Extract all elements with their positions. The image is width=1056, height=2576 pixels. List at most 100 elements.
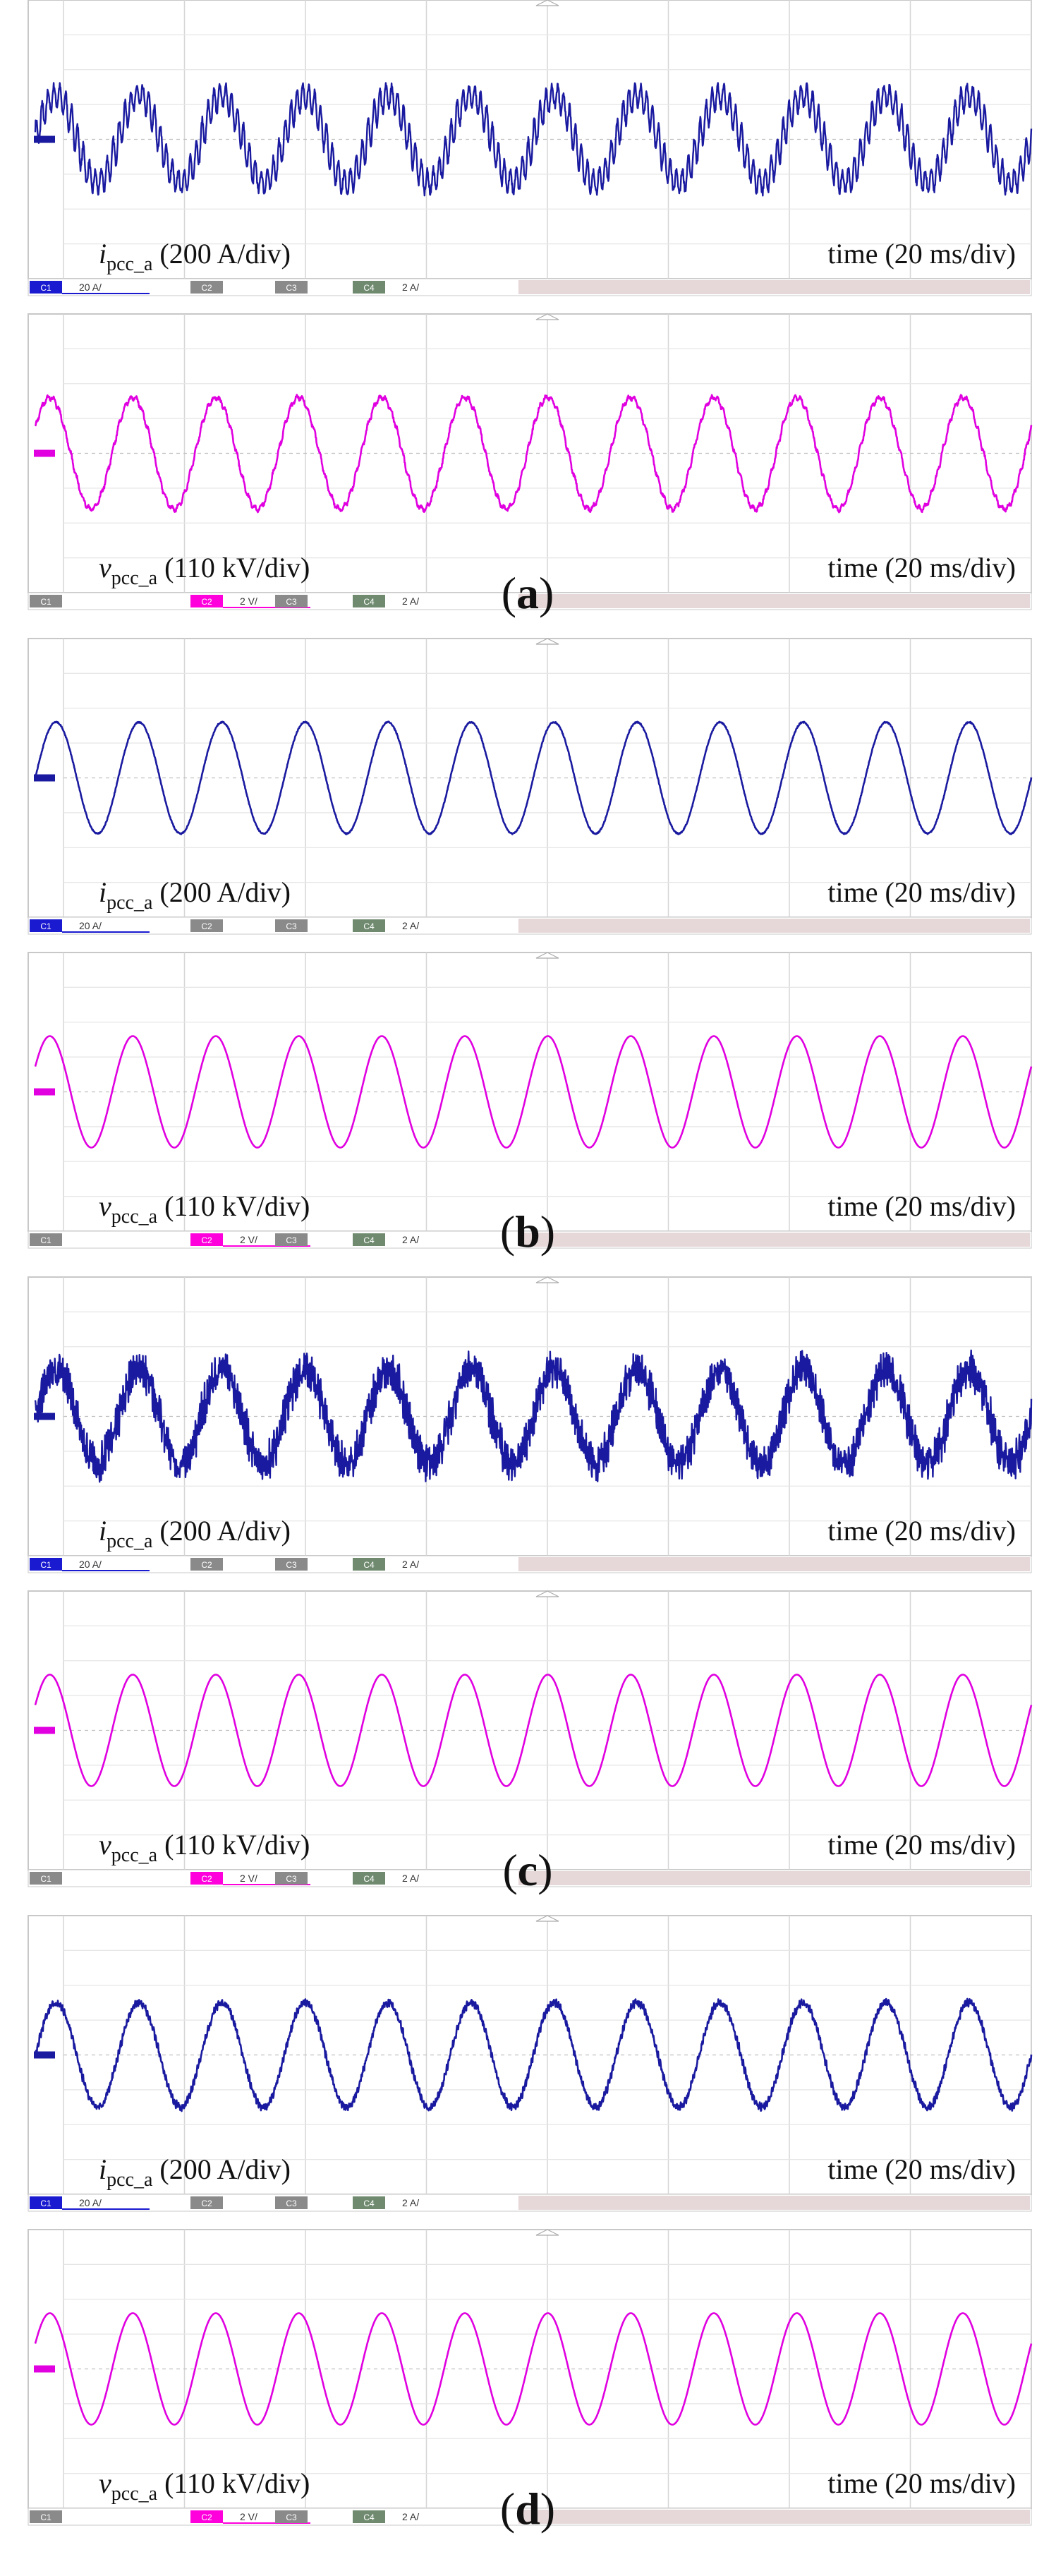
signal-scale: (200 A/div) [152,238,291,270]
legend-chip-label: C2 [201,283,212,293]
waveform-i [34,720,1033,835]
legend-filler [518,2510,1030,2524]
legend-scale: 2 A/ [402,595,419,607]
signal-scale: (110 kV/div) [157,552,310,583]
time-label: time (20 ms/div) [827,1190,1016,1222]
legend-scale: 2 A/ [402,282,419,293]
legend-chip-c2 [190,919,223,932]
legend-chip-c3 [275,281,308,294]
legend-scale: 2 A/ [402,1559,419,1570]
channel-marker [34,1088,55,1096]
signal-subscript: pcc_a [107,892,153,914]
legend-chip-label: C3 [286,2512,297,2522]
legend-scale: 2 A/ [402,1873,419,1884]
channel-legend-bar: C1 C2 2 V/C3 C4 2 A/ [28,2508,1032,2526]
signal-label: ipcc_a (200 A/div) [99,2153,291,2191]
waveform-v [34,394,1033,514]
legend-chip-c1 [30,919,62,932]
channel-legend-bar: C1 C2 2 V/C3 C4 2 A/ [28,1869,1032,1887]
legend-chip-c1 [30,1233,62,1246]
legend-chip-label: C1 [40,1560,51,1570]
legend-filler [518,594,1030,608]
legend-chip-label: C3 [286,597,297,607]
trigger-marker [535,2229,559,2236]
legend-chip-c3 [275,2196,308,2209]
legend-filler [518,2196,1030,2210]
channel-marker [34,1727,55,1734]
time-label: time (20 ms/div) [827,2467,1016,2499]
time-label: time (20 ms/div) [827,1515,1016,1547]
signal-label: ipcc_a (200 A/div) [99,876,291,914]
legend-scale: 20 A/ [79,2197,102,2208]
legend-filler [518,919,1030,933]
signal-scale: (110 kV/div) [157,1190,310,1222]
legend-chip-label: C3 [286,283,297,293]
signal-variable: i [99,876,107,908]
legend-chip-label: C4 [363,2199,375,2208]
legend-chip-c3 [275,1558,308,1571]
legend-chip-c4 [353,281,385,294]
panel-caption-b: (b) [500,1207,555,1257]
signal-subscript: pcc_a [111,567,158,589]
channel-legend-bar: C1 C2 2 V/C3 C4 2 A/ [28,592,1032,610]
legend-filler [518,1233,1030,1247]
trigger-marker [535,1915,559,1922]
legend-scale: 2 A/ [402,2197,419,2208]
time-label: time (20 ms/div) [827,238,1016,270]
plot-a-i: ipcc_a (200 A/div) time (20 ms/div) C1 20 A… [28,0,1033,296]
trigger-marker [535,1590,559,1597]
trigger-marker [535,638,559,645]
plot-d-v: vpcc_a (110 kV/div) time (20 ms/div) C1 C2 2… [28,2229,1033,2526]
legend-scale: 20 A/ [79,282,102,293]
channel-marker [34,1413,55,1420]
waveform-v [34,1674,1033,1787]
channel-marker [34,135,55,143]
signal-subscript: pcc_a [107,253,153,275]
signal-label: vpcc_a (110 kV/div) [99,552,310,589]
legend-chip-c2 [190,1558,223,1571]
legend-chip-c1 [30,281,62,294]
signal-label: vpcc_a (110 kV/div) [99,1829,310,1866]
signal-label: ipcc_a (200 A/div) [99,238,291,275]
legend-chip-label: C1 [40,1235,51,1245]
signal-variable: v [99,552,111,583]
legend-chip-label: C3 [286,1235,297,1245]
legend-chip-label: C1 [40,283,51,293]
trigger-marker [535,0,559,6]
signal-subscript: pcc_a [111,1844,158,1866]
channel-legend-bar: C1 20 A/C2 C3 C4 2 A/ [28,917,1032,935]
legend-chip-c4 [353,1233,385,1246]
time-label: time (20 ms/div) [827,1829,1016,1861]
channel-legend-bar: C1 20 A/C2 C3 C4 2 A/ [28,2194,1032,2212]
legend-chip-label: C1 [40,597,51,607]
legend-chip-label: C2 [201,2199,212,2208]
legend-scale: 2 V/ [240,2511,257,2522]
channel-marker [34,2365,55,2373]
legend-chip-c4 [353,2510,385,2523]
legend-chip-c2 [190,1872,223,1885]
legend-chip-c4 [353,595,385,607]
legend-chip-label: C1 [40,1874,51,1884]
legend-chip-c3 [275,919,308,932]
plot-c-i: ipcc_a (200 A/div) time (20 ms/div) C1 20 A… [28,1276,1033,1573]
legend-scale: 2 A/ [402,1234,419,1245]
signal-subscript: pcc_a [107,2169,153,2191]
legend-chip-label: C4 [363,921,375,931]
legend-chip-c3 [275,1233,308,1246]
legend-chip-c3 [275,595,308,607]
legend-scale: 2 A/ [402,2511,419,2522]
legend-chip-c2 [190,1233,223,1246]
channel-legend-bar: C1 C2 2 V/C3 C4 2 A/ [28,1230,1032,1249]
signal-variable: i [99,238,107,270]
legend-chip-label: C2 [201,597,212,607]
legend-chip-c4 [353,1558,385,1571]
legend-chip-label: C2 [201,1560,212,1570]
trigger-marker [535,1276,559,1283]
legend-filler [518,1557,1030,1571]
signal-scale: (200 A/div) [152,876,291,908]
channel-marker [34,449,55,457]
legend-scale: 2 V/ [240,1873,257,1884]
legend-chip-c4 [353,1872,385,1885]
plot-a-v: vpcc_a (110 kV/div) time (20 ms/div) C1 C2 2… [28,313,1033,610]
